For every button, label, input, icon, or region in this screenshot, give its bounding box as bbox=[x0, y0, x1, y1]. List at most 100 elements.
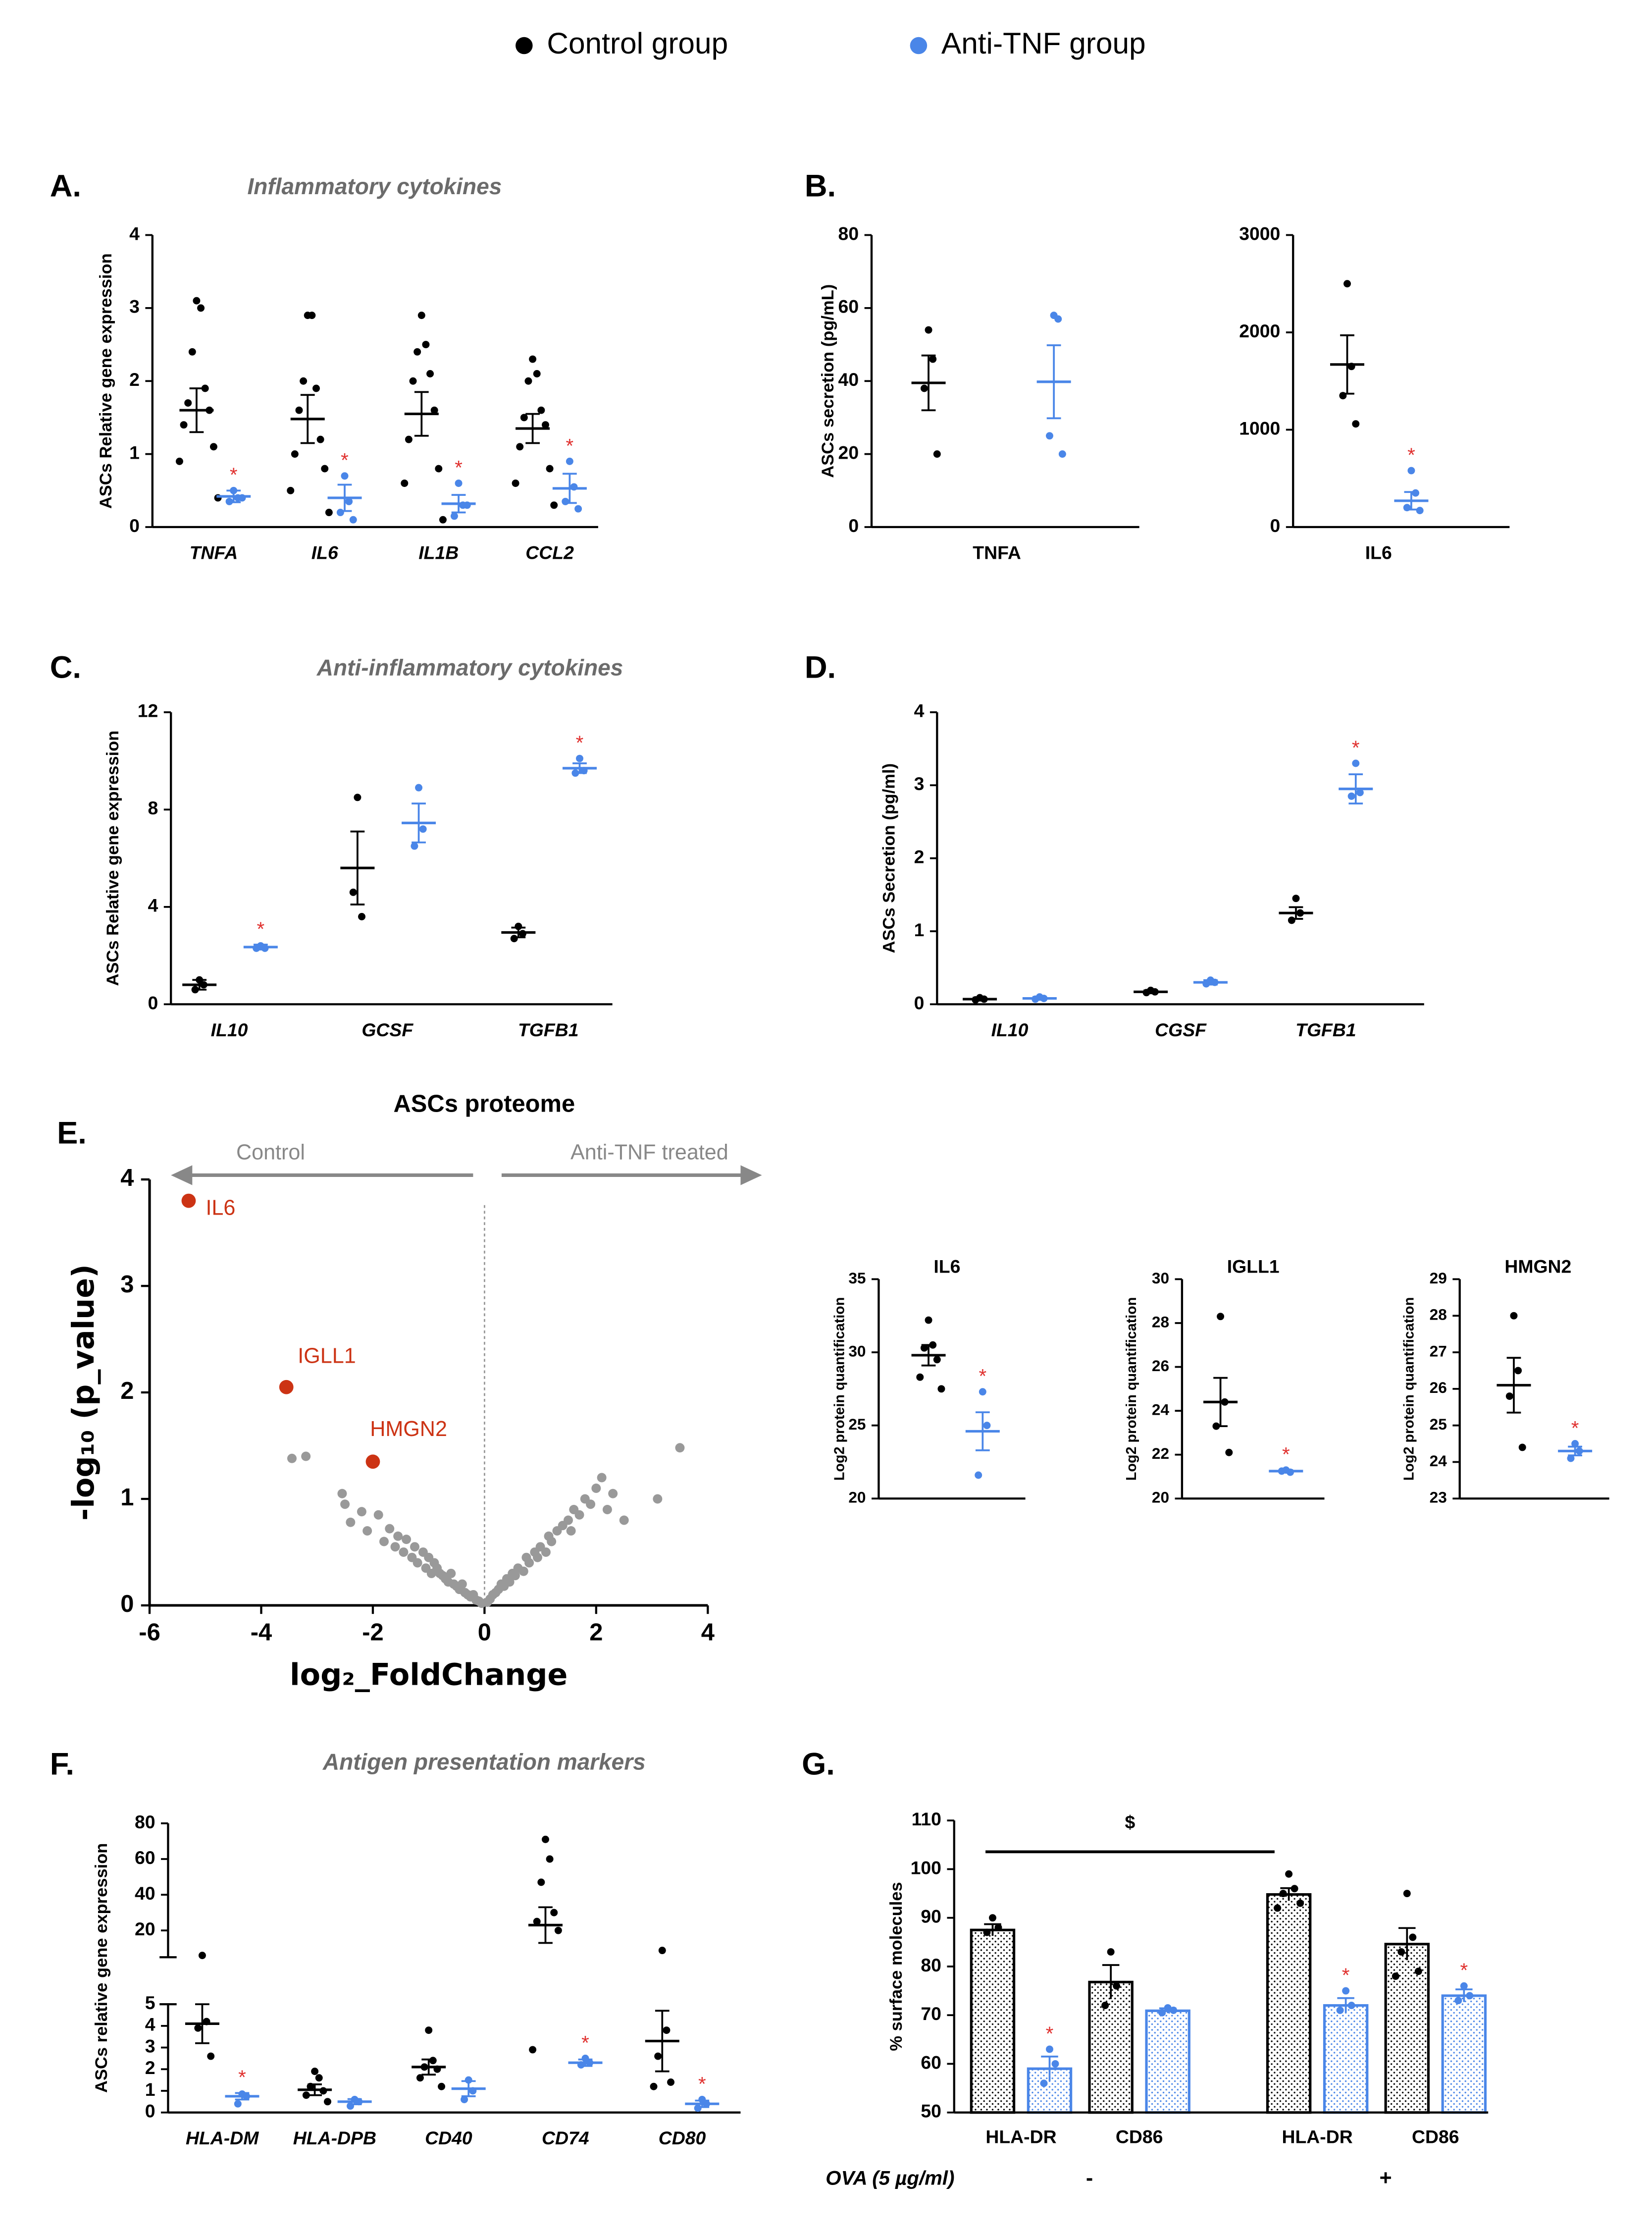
data-point bbox=[415, 784, 423, 792]
data-point bbox=[574, 1510, 584, 1520]
y-tick-label: 2 bbox=[145, 2057, 155, 2078]
y-tick-label: 1 bbox=[120, 1484, 134, 1511]
data-point bbox=[413, 1558, 422, 1568]
significance-mark: * bbox=[230, 464, 238, 486]
x-tick-label: -2 bbox=[362, 1619, 383, 1646]
y-tick-label: 50 bbox=[921, 2101, 941, 2122]
data-point bbox=[336, 509, 344, 517]
chart-title: ASCs proteome bbox=[394, 1090, 575, 1117]
data-point bbox=[586, 1499, 596, 1509]
data-point bbox=[373, 1510, 383, 1520]
y-tick-label: 20 bbox=[135, 1918, 155, 1939]
data-point bbox=[401, 479, 409, 487]
data-point bbox=[1107, 1948, 1115, 1956]
data-point bbox=[1158, 2009, 1166, 2017]
data-point bbox=[413, 348, 421, 356]
data-point bbox=[180, 421, 188, 429]
legend-marker bbox=[516, 37, 533, 54]
y-tick-label: 1 bbox=[914, 919, 925, 940]
data-point bbox=[197, 304, 205, 312]
data-point bbox=[1403, 1890, 1411, 1898]
data-point bbox=[1347, 2002, 1355, 2010]
data-point bbox=[537, 406, 545, 414]
data-point bbox=[529, 2046, 537, 2054]
y-tick-label: 70 bbox=[921, 2003, 941, 2024]
data-point bbox=[675, 1443, 685, 1453]
data-point bbox=[1101, 2002, 1109, 2010]
point-label: IGLL1 bbox=[298, 1344, 356, 1368]
group-label: - bbox=[1086, 2166, 1093, 2190]
panel-label: F. bbox=[50, 1747, 74, 1782]
data-point bbox=[198, 1952, 206, 1960]
x-tick-label: HLA-DR bbox=[1282, 2126, 1352, 2147]
y-tick-label: 25 bbox=[848, 1415, 866, 1433]
chart-title: IL6 bbox=[933, 1256, 960, 1277]
data-point bbox=[1051, 2060, 1059, 2068]
data-point bbox=[390, 1542, 400, 1552]
y-tick-label: 2 bbox=[120, 1378, 134, 1404]
data-point bbox=[505, 1577, 515, 1587]
data-point bbox=[308, 312, 316, 319]
x-tick-label: CD86 bbox=[1116, 2126, 1163, 2147]
y-tick-label: 2000 bbox=[1239, 320, 1280, 341]
significance-mark: * bbox=[238, 2066, 246, 2088]
data-point bbox=[402, 1535, 412, 1544]
data-point bbox=[533, 1552, 542, 1562]
bar bbox=[970, 1928, 1016, 2114]
significance-mark: * bbox=[1282, 1443, 1290, 1466]
y-tick-label: 25 bbox=[1430, 1415, 1447, 1433]
y-tick-label: 3 bbox=[120, 1271, 134, 1298]
data-point bbox=[1164, 2004, 1172, 2012]
data-point bbox=[1392, 1972, 1399, 1980]
significance-mark: * bbox=[1571, 1417, 1579, 1439]
data-point bbox=[426, 370, 434, 377]
data-point bbox=[287, 1453, 297, 1463]
data-point bbox=[416, 2074, 424, 2082]
data-point bbox=[399, 1547, 409, 1557]
x-axis-label: log₂_FoldChange bbox=[290, 1657, 568, 1692]
data-point bbox=[1288, 916, 1295, 924]
data-point bbox=[1416, 507, 1424, 515]
arrow-head bbox=[740, 1165, 762, 1185]
y-tick-label: 20 bbox=[848, 1489, 866, 1506]
chart-title: IGLL1 bbox=[1227, 1256, 1280, 1277]
significance-mark: * bbox=[1342, 1964, 1350, 1986]
x-tick-label: HLA-DPB bbox=[293, 2128, 376, 2148]
data-point bbox=[524, 1558, 534, 1568]
data-point bbox=[411, 842, 418, 850]
y-tick-label: 30 bbox=[1152, 1269, 1169, 1287]
y-tick-label: 4 bbox=[129, 223, 140, 244]
chart-title: HMGN2 bbox=[1504, 1256, 1571, 1277]
data-point bbox=[520, 414, 528, 422]
y-tick-label: 1000 bbox=[1239, 418, 1280, 438]
data-point bbox=[516, 443, 524, 451]
y-axis-label: ASCs Secretion (pg/ml) bbox=[880, 763, 899, 953]
data-point bbox=[1296, 1899, 1304, 1907]
bar bbox=[1384, 1943, 1430, 2114]
data-point bbox=[566, 457, 573, 465]
y-tick-label: 1 bbox=[145, 2079, 155, 2100]
data-point bbox=[357, 1507, 366, 1517]
data-point bbox=[933, 450, 941, 458]
x-tick-label: HLA-DR bbox=[985, 2126, 1056, 2147]
data-point bbox=[920, 1344, 928, 1352]
data-point bbox=[1279, 1890, 1287, 1898]
y-tick-label: 0 bbox=[1270, 515, 1281, 536]
y-tick-label: 80 bbox=[135, 1811, 155, 1832]
data-point bbox=[439, 516, 447, 524]
data-point bbox=[429, 2057, 437, 2065]
y-tick-label: 35 bbox=[848, 1269, 866, 1287]
data-point bbox=[929, 355, 937, 363]
data-point bbox=[311, 2068, 319, 2075]
significance-mark: * bbox=[455, 456, 463, 479]
bar bbox=[1088, 1980, 1134, 2114]
significance-mark: * bbox=[566, 434, 574, 457]
data-point bbox=[542, 1835, 549, 1843]
bar bbox=[1323, 2004, 1369, 2114]
y-axis-label: % surface molecules bbox=[887, 1882, 906, 2051]
data-point bbox=[983, 1928, 991, 1936]
data-point bbox=[349, 888, 357, 896]
data-point bbox=[461, 2095, 468, 2103]
bar bbox=[1441, 1994, 1487, 2114]
